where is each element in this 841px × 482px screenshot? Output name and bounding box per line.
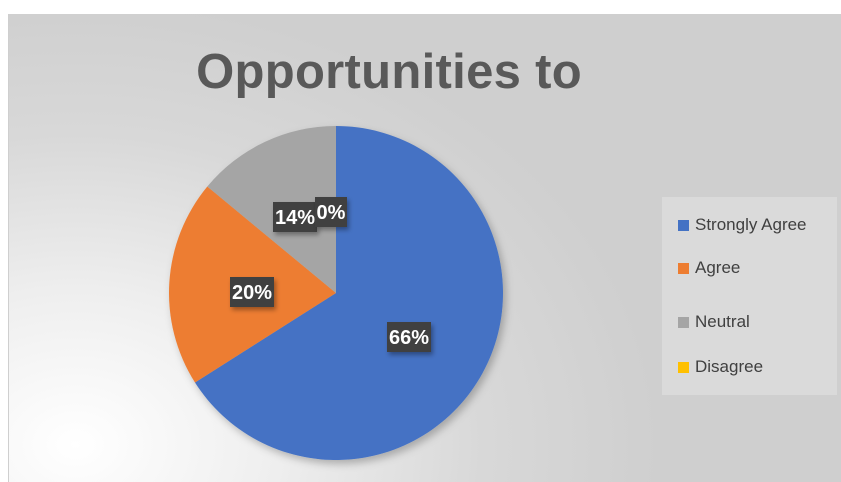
data-label-text-agree: 20% bbox=[232, 282, 272, 304]
legend-swatch-strongly-agree bbox=[678, 219, 689, 231]
data-label-neutral: 14% bbox=[273, 202, 317, 232]
legend-item-neutral: Neutral bbox=[678, 312, 750, 332]
legend: Strongly Agree Agree Neutral Disagree bbox=[662, 197, 837, 395]
pie-slices bbox=[169, 126, 504, 461]
data-label-strongly-agree: 66% bbox=[387, 322, 431, 352]
legend-item-strongly-agree: Strongly Agree bbox=[678, 215, 807, 235]
data-label-box-neutral bbox=[273, 202, 317, 232]
legend-swatch-neutral bbox=[678, 316, 689, 328]
chart-title: Opportunities to bbox=[196, 45, 582, 99]
pie-data-labels: 66% 20% 14% 0% bbox=[230, 197, 431, 352]
legend-item-agree: Agree bbox=[678, 258, 740, 278]
data-label-agree: 20% bbox=[230, 277, 274, 307]
legend-label-neutral: Neutral bbox=[695, 312, 750, 331]
pie-slice-neutral bbox=[207, 126, 336, 293]
data-label-box-strongly-agree bbox=[387, 322, 431, 352]
legend-label-agree: Agree bbox=[695, 258, 741, 277]
data-label-disagree: 0% bbox=[315, 197, 347, 227]
data-label-text-neutral: 14% bbox=[275, 207, 315, 229]
data-label-text-disagree: 0% bbox=[317, 202, 346, 224]
data-label-box-agree bbox=[230, 277, 274, 307]
chart-area: Opportunities to 66% 20% 14% 0% Strongly Ag… bbox=[8, 14, 841, 482]
legend-swatch-agree bbox=[678, 262, 689, 274]
pie-chart: 66% 20% 14% 0% bbox=[169, 126, 504, 461]
legend-item-disagree: Disagree bbox=[678, 357, 763, 377]
data-label-box-disagree bbox=[315, 197, 347, 227]
pie-slice-strongly-agree bbox=[194, 126, 504, 461]
legend-swatch-disagree bbox=[678, 361, 689, 373]
legend-label-disagree: Disagree bbox=[695, 357, 764, 376]
legend-label-strongly-agree: Strongly Agree bbox=[695, 215, 807, 234]
data-label-text-strongly-agree: 66% bbox=[389, 327, 429, 349]
